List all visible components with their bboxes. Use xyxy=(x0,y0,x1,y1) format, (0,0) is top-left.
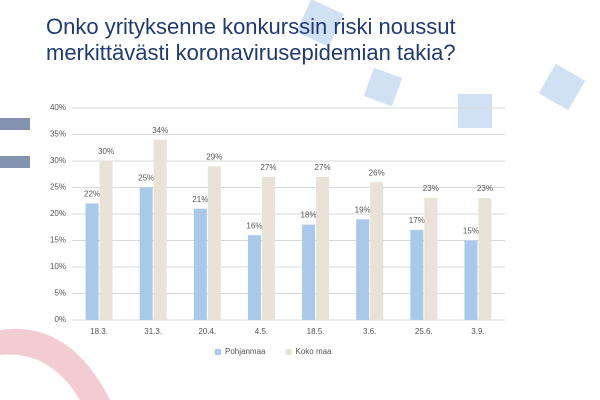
y-tick-label: 15% xyxy=(50,236,66,245)
y-tick-label: 20% xyxy=(50,209,66,218)
value-label: 29% xyxy=(206,152,222,161)
y-tick-label: 25% xyxy=(50,183,66,192)
value-label: 34% xyxy=(152,126,168,135)
x-tick-label: 20.4. xyxy=(198,327,216,336)
x-tick-label: 3.6. xyxy=(363,327,376,336)
deco-square xyxy=(296,0,344,47)
bar xyxy=(424,198,438,320)
value-label: 23% xyxy=(423,184,439,193)
bar xyxy=(464,240,478,320)
bar xyxy=(139,187,153,320)
bar xyxy=(302,224,316,320)
legend-swatch xyxy=(215,349,221,355)
x-tick-label: 4.5. xyxy=(255,327,268,336)
value-label: 22% xyxy=(84,190,100,199)
legend-label: Pohjanmaa xyxy=(225,347,266,356)
bar xyxy=(478,198,492,320)
x-tick-label: 25.6. xyxy=(415,327,433,336)
y-tick-label: 0% xyxy=(54,315,66,324)
bar xyxy=(207,166,221,320)
legend-swatch xyxy=(285,349,292,355)
y-tick-label: 10% xyxy=(50,262,66,271)
value-label: 30% xyxy=(98,147,114,156)
bar xyxy=(261,176,275,320)
decoration xyxy=(0,0,586,400)
value-label: 15% xyxy=(463,227,479,236)
value-label: 26% xyxy=(369,168,385,177)
deco-square xyxy=(363,67,403,107)
value-label: 21% xyxy=(192,195,208,204)
x-tick-label: 3.9. xyxy=(471,327,484,336)
bar xyxy=(153,139,167,320)
deco-bar xyxy=(0,156,30,168)
x-tick-label: 31.3. xyxy=(144,327,162,336)
value-label: 18% xyxy=(301,211,317,220)
value-label: 19% xyxy=(355,205,371,214)
bar xyxy=(410,229,424,320)
deco-arc xyxy=(0,328,110,400)
y-tick-label: 40% xyxy=(50,103,66,112)
y-tick-label: 5% xyxy=(54,289,66,298)
bar xyxy=(370,182,384,320)
value-label: 17% xyxy=(409,216,425,225)
legend-label: Koko maa xyxy=(295,347,332,356)
chart-title: Onko yrityksenne konkurssin riski noussu… xyxy=(46,14,456,65)
value-label: 27% xyxy=(260,163,276,172)
deco-square xyxy=(458,94,492,128)
bar xyxy=(356,219,370,320)
bar xyxy=(193,208,207,320)
x-tick-label: 18.5. xyxy=(307,327,325,336)
deco-square xyxy=(538,63,586,111)
value-label: 27% xyxy=(315,163,331,172)
x-tick-label: 18.3. xyxy=(90,327,108,336)
y-tick-label: 35% xyxy=(50,130,66,139)
bar xyxy=(85,203,99,320)
bar xyxy=(247,235,261,320)
y-tick-label: 30% xyxy=(50,156,66,165)
value-label: 16% xyxy=(246,221,262,230)
value-label: 25% xyxy=(138,174,154,183)
bar xyxy=(99,161,113,320)
deco-bar xyxy=(0,118,30,130)
bar xyxy=(316,176,330,320)
value-label: 23% xyxy=(477,184,493,193)
